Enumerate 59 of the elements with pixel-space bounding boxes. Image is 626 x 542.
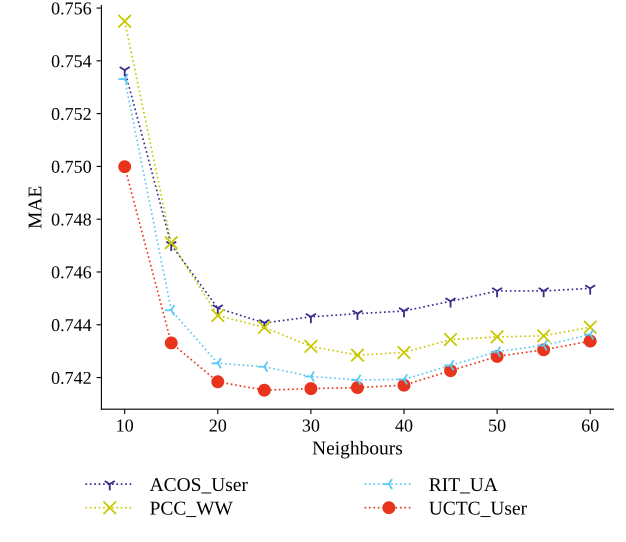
point xyxy=(350,374,362,386)
point xyxy=(491,286,504,298)
y-tick-label: 0.742 xyxy=(52,372,91,384)
y-tick-label: 0.750 xyxy=(52,160,91,173)
x-tick-label: 50 xyxy=(489,419,506,432)
point xyxy=(210,308,225,323)
y-tick-label: 0.748 xyxy=(52,213,91,226)
point xyxy=(398,307,410,318)
point xyxy=(584,284,596,296)
point xyxy=(536,339,548,352)
point xyxy=(211,375,224,388)
point xyxy=(257,360,268,373)
point xyxy=(164,336,178,350)
point xyxy=(443,332,458,347)
point xyxy=(444,297,456,308)
x-tick-label: 40 xyxy=(395,419,412,432)
point xyxy=(118,160,132,174)
point xyxy=(304,370,315,382)
point xyxy=(583,328,594,340)
y-tick-label: 0.744 xyxy=(52,319,92,332)
point xyxy=(164,304,176,316)
point xyxy=(118,14,132,28)
point xyxy=(490,330,504,344)
x-tick-label: 30 xyxy=(302,419,320,432)
point xyxy=(490,346,502,358)
legend-label: ACOS_User xyxy=(150,478,248,494)
y-tick-label: 0.754 xyxy=(52,55,92,68)
point xyxy=(258,384,271,397)
point xyxy=(396,373,408,386)
point xyxy=(538,286,550,298)
legend-label: RIT_UA xyxy=(429,478,498,494)
point xyxy=(212,304,224,316)
point xyxy=(304,382,318,396)
x-axis-title: Neighbours xyxy=(312,440,402,459)
point xyxy=(350,348,365,362)
point xyxy=(396,345,412,360)
point xyxy=(165,240,178,252)
legend-label: PCC_WW xyxy=(150,502,233,518)
point xyxy=(118,73,129,85)
x-tick-label: 60 xyxy=(582,419,599,432)
point xyxy=(164,236,178,250)
y-tick-label: 0.752 xyxy=(52,108,91,120)
x-tick-label: 20 xyxy=(210,419,226,432)
y-tick-label: 0.746 xyxy=(52,266,92,278)
legend-label: UCTC_User xyxy=(429,502,527,518)
point xyxy=(583,320,598,334)
x-tick-label: 10 xyxy=(117,419,134,432)
point xyxy=(536,328,551,343)
point xyxy=(350,381,364,394)
point xyxy=(118,66,131,78)
point xyxy=(257,320,272,335)
y-axis-title: MAE xyxy=(28,186,42,228)
point xyxy=(304,339,318,354)
point xyxy=(304,312,317,324)
point xyxy=(443,359,455,372)
point xyxy=(352,310,364,321)
y-tick-label: 0.756 xyxy=(52,2,92,15)
point xyxy=(584,334,597,348)
point xyxy=(210,357,222,370)
